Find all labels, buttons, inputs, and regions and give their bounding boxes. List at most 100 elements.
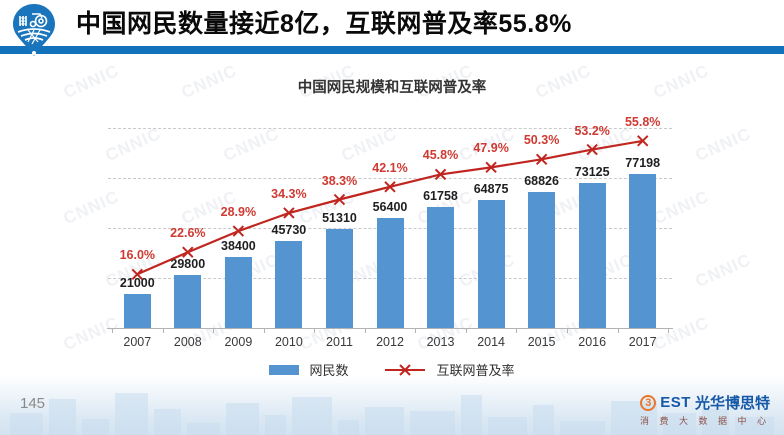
line-marker-x-icon (384, 181, 396, 193)
bar-value-label: 38400 (221, 238, 256, 253)
brand-logo: 3 EST 光华博思特 消 费 大 数 据 中 心 (640, 392, 770, 427)
building-shape (115, 393, 149, 435)
building-shape (337, 420, 359, 435)
header-accent-bar (0, 46, 784, 54)
building-shape (662, 413, 696, 435)
penetration-rate-label: 38.3% (321, 173, 358, 188)
x-axis-tick (263, 328, 265, 333)
bar-value-label: 73125 (574, 164, 610, 179)
x-axis-tick (415, 328, 417, 333)
line-marker-x-icon (232, 225, 245, 237)
x-axis-tick (162, 328, 164, 333)
page-number: 145 (20, 395, 46, 412)
cnnic-watermark: CNNIC (692, 249, 754, 292)
x-axis-label: 2013 (426, 335, 455, 349)
building-shape (364, 407, 404, 435)
penetration-rate-label: 16.0% (119, 248, 156, 263)
bar-2013 (427, 206, 454, 328)
plot-area: 21000 16.0% 29800 22.6% 38400 28.9% 45730 34.3%… (108, 110, 672, 328)
x-axis-ticks (112, 328, 669, 333)
x-axis-tick (364, 328, 366, 333)
bar-2016 (578, 182, 606, 328)
x-axis-tick (314, 328, 316, 333)
building-shape (461, 395, 482, 435)
building-shape (292, 397, 332, 435)
penetration-rate-label: 47.9% (473, 141, 509, 156)
bar-value-label: 21000 (119, 276, 155, 290)
legend-bar-label: 网民数 (309, 363, 349, 378)
penetration-rate-label: 34.3% (271, 187, 307, 201)
legend-bar-swatch (269, 364, 300, 375)
bar-value-label: 56400 (372, 200, 408, 215)
penetration-rate-label: 42.1% (372, 160, 408, 175)
building-shape (701, 409, 729, 435)
line-marker-x-icon (485, 161, 497, 174)
x-axis-label: 2011 (326, 335, 353, 349)
penetration-rate-label: 28.9% (220, 205, 257, 220)
building-shape (154, 409, 182, 435)
bar-value-label: 45730 (271, 223, 307, 238)
building-shape (226, 403, 260, 435)
cnnic-watermark: CNNIC (692, 123, 754, 166)
penetration-rate-line (131, 135, 649, 281)
x-axis-tick (112, 328, 113, 333)
page-title: 中国网民数量接近8亿，互联网普及率55.8% (76, 10, 572, 38)
building-shape (187, 423, 221, 435)
bar-2011 (326, 229, 353, 328)
building-shape (487, 417, 528, 435)
x-axis-label: 2007 (123, 335, 152, 349)
bar-value-label: 64875 (473, 182, 509, 197)
penetration-rate-label: 22.6% (170, 226, 206, 241)
line-marker-x-icon (535, 153, 548, 166)
gridline (108, 128, 672, 129)
bar-value-label: 51310 (322, 211, 357, 226)
line-marker-x-icon (182, 246, 194, 258)
building-shape (533, 405, 555, 435)
line-marker-x-icon (283, 207, 295, 219)
gridline (108, 178, 672, 179)
penetration-rate-label: 53.2% (574, 123, 610, 138)
x-axis-label: 2009 (224, 335, 253, 349)
building-shape (82, 419, 110, 435)
line-marker-x-icon (637, 135, 649, 147)
bar-2007 (123, 294, 151, 328)
x-axis-tick (566, 328, 568, 333)
x-axis-labels: 2007 2008 2009 2010 2011 2012 2013 2014 2015 2016… (112, 335, 668, 351)
bar-value-label: 77198 (625, 156, 661, 170)
bar-2017 (629, 174, 657, 328)
x-axis-tick (516, 328, 518, 333)
x-axis-label: 2014 (477, 335, 505, 349)
chart-legend: 网民数 互联网普及率 (0, 360, 784, 379)
x-axis-label: 2010 (274, 335, 303, 349)
bar-2009 (224, 256, 252, 328)
bar-value-label: 61758 (423, 188, 458, 203)
legend-line-swatch-icon (384, 363, 425, 376)
bar-2008 (174, 275, 202, 328)
bar-2015 (528, 191, 556, 328)
bar-value-label: 68826 (524, 173, 559, 188)
legend-line-label: 互联网普及率 (436, 363, 515, 378)
header: 中国网民数量接近8亿，互联网普及率55.8% (0, 0, 784, 46)
line-marker-x-icon (586, 143, 598, 156)
building-shape (10, 413, 44, 435)
cityscape-background (0, 375, 784, 435)
penetration-rate-label: 55.8% (624, 114, 661, 129)
agriculture-pin-logo-icon (13, 4, 55, 56)
building-shape (409, 411, 456, 435)
building-silhouettes (0, 383, 784, 435)
building-shape (734, 417, 774, 435)
x-axis-tick (213, 328, 215, 333)
x-axis-label: 2008 (173, 335, 202, 349)
x-axis-line (107, 328, 673, 329)
building-shape (560, 421, 606, 435)
bar-2012 (376, 218, 404, 328)
line-marker-x-icon (131, 268, 143, 281)
penetration-rate-label: 50.3% (523, 133, 560, 148)
x-axis-label: 2012 (376, 335, 404, 349)
brand-name-row: 3 EST 光华博思特 (640, 392, 770, 413)
brand-name-en: EST (660, 394, 691, 411)
x-axis-tick (465, 328, 467, 333)
line-marker-x-icon (434, 168, 447, 181)
building-shape (265, 415, 287, 435)
